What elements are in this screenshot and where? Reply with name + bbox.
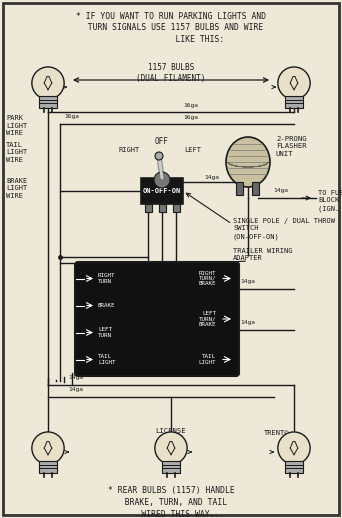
Text: LEFT
TURN/
BRAKE: LEFT TURN/ BRAKE [198,311,216,327]
Text: RIGHT: RIGHT [119,147,140,153]
Text: BRAKE
LIGHT
WIRE: BRAKE LIGHT WIRE [6,178,27,199]
Text: ON-OFF-ON: ON-OFF-ON [143,188,181,194]
Text: 14ga: 14ga [205,175,220,180]
FancyBboxPatch shape [141,178,183,204]
Text: 14ga: 14ga [274,188,289,193]
Text: 1157 BULBS
(DUAL FILAMENT): 1157 BULBS (DUAL FILAMENT) [136,63,206,83]
FancyBboxPatch shape [252,182,259,195]
Circle shape [155,432,187,464]
Text: BRAKE: BRAKE [98,303,116,308]
Circle shape [154,172,170,188]
Text: LEFT
TURN: LEFT TURN [98,327,112,338]
Text: 16ga: 16ga [184,115,198,120]
Text: * IF YOU WANT TO RUN PARKING LIGHTS AND
  TURN SIGNALS USE 1157 BULBS AND WIRE
 : * IF YOU WANT TO RUN PARKING LIGHTS AND … [76,12,266,44]
FancyBboxPatch shape [236,182,243,195]
Circle shape [278,432,310,464]
Text: TAIL
LIGHT: TAIL LIGHT [198,354,216,365]
FancyBboxPatch shape [286,462,303,473]
FancyBboxPatch shape [162,462,180,473]
Text: 16ga: 16ga [64,114,79,119]
Text: LICENSE
LIGHT: LICENSE LIGHT [156,428,186,441]
Text: 14ga: 14ga [240,320,255,325]
Text: OFF: OFF [155,137,169,147]
Text: TO FUSE
BLOCK
(IGN. ON): TO FUSE BLOCK (IGN. ON) [318,190,342,211]
Circle shape [278,67,310,99]
Text: TAIL
LIGHT: TAIL LIGHT [98,354,116,365]
Text: TAIL
LIGHT
WIRE: TAIL LIGHT WIRE [6,142,27,163]
Circle shape [32,67,64,99]
Text: LEFT: LEFT [184,147,201,153]
FancyBboxPatch shape [158,204,166,212]
FancyBboxPatch shape [145,204,152,212]
FancyBboxPatch shape [75,262,239,376]
Text: SINGLE POLE / DUAL THROW
SWITCH
(ON-OFF-ON): SINGLE POLE / DUAL THROW SWITCH (ON-OFF-… [233,218,335,239]
Text: 14ga: 14ga [68,387,83,392]
Text: 14ga: 14ga [240,279,255,284]
Text: 2-PRONG
FLASHER
UNIT: 2-PRONG FLASHER UNIT [276,136,307,157]
Text: 14ga: 14ga [68,375,83,380]
Text: TRENT©: TRENT© [264,430,289,436]
FancyBboxPatch shape [39,96,56,108]
Text: TRAILER WIRING
ADAPTER: TRAILER WIRING ADAPTER [233,248,292,262]
Circle shape [32,432,64,464]
Text: 16ga: 16ga [184,103,198,108]
Text: * REAR BULBS (1157) HANDLE
  BRAKE, TURN, AND TAIL
     WIRED THIS WAY...: * REAR BULBS (1157) HANDLE BRAKE, TURN, … [108,486,234,518]
Text: RIGHT
TURN/
BRAKE: RIGHT TURN/ BRAKE [198,270,216,286]
FancyBboxPatch shape [172,204,180,212]
Circle shape [155,152,163,160]
Ellipse shape [226,137,270,187]
Text: RIGHT
TURN: RIGHT TURN [98,274,116,284]
Text: PARK
LIGHT
WIRE: PARK LIGHT WIRE [6,115,27,136]
FancyBboxPatch shape [39,462,56,473]
FancyBboxPatch shape [286,96,303,108]
